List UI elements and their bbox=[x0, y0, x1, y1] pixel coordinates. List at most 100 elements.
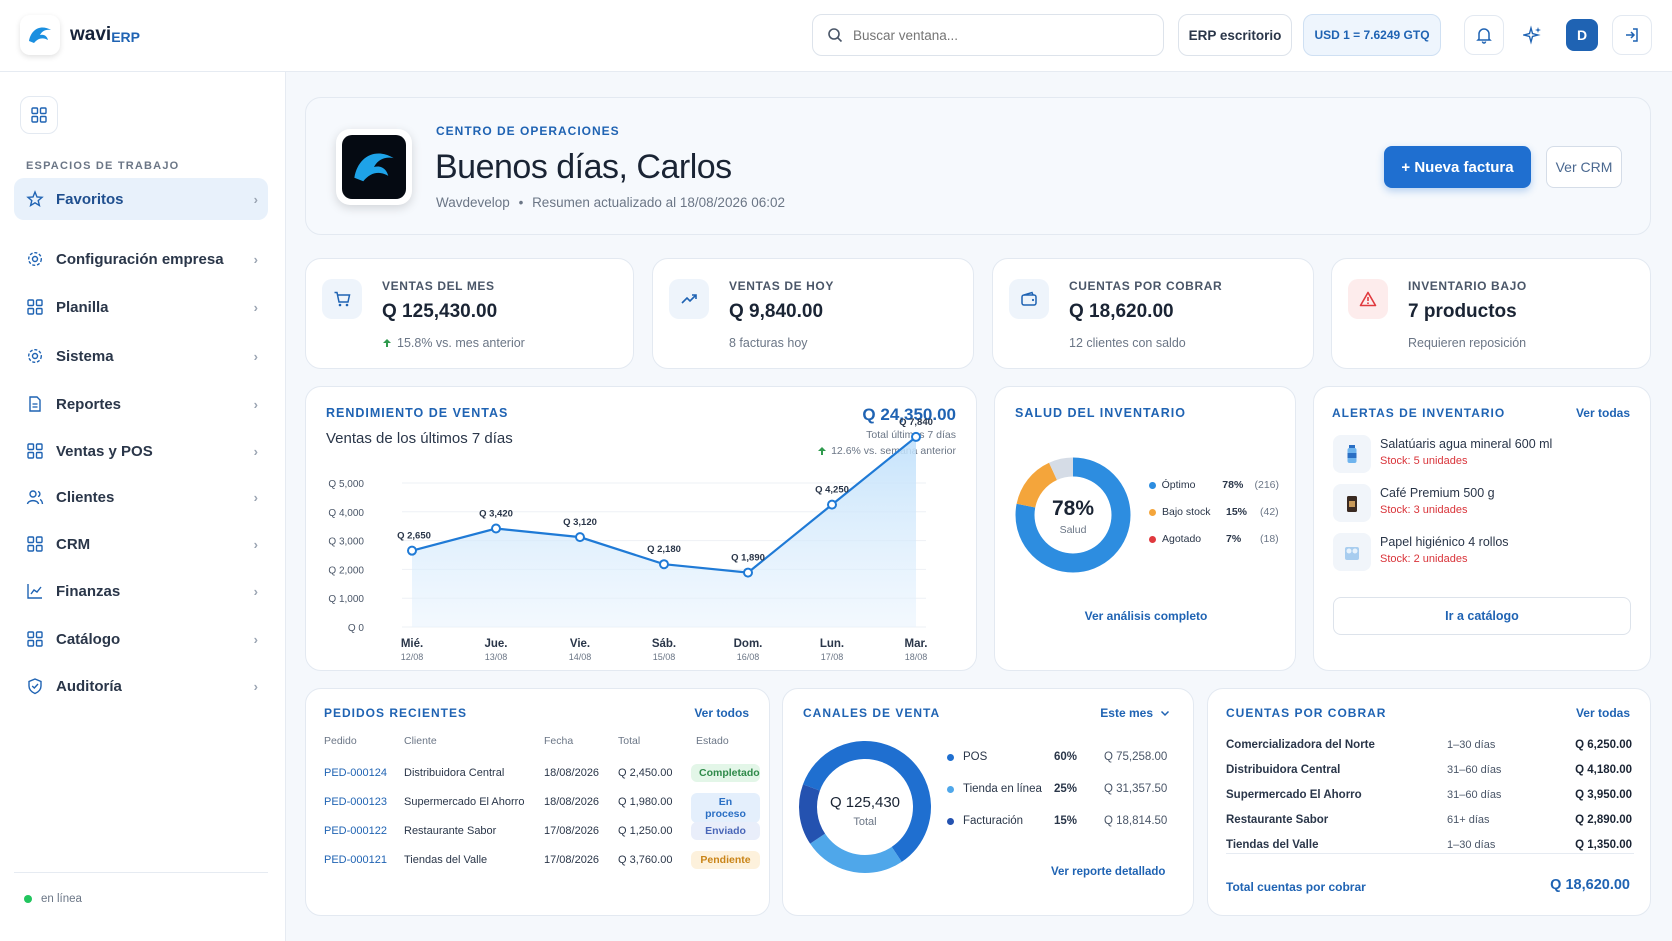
table-row[interactable]: PED-000123 Supermercado El Ahorro 18/08/20… bbox=[306, 793, 771, 823]
table-row[interactable]: PED-000121 Tiendas del Valle 17/08/2026 Q 3… bbox=[306, 851, 771, 873]
sidebar-item-4[interactable]: Sistema › bbox=[14, 335, 268, 377]
bell-icon bbox=[1476, 28, 1492, 44]
sidebar-item-3[interactable]: Planilla › bbox=[14, 286, 268, 328]
go-to-catalog-button[interactable]: Ir a catálogo bbox=[1333, 597, 1631, 635]
channel-label: Tienda en línea bbox=[963, 783, 1042, 795]
search-input[interactable] bbox=[853, 27, 1143, 43]
table-row[interactable]: PED-000124 Distribuidora Central 18/08/202… bbox=[306, 764, 771, 786]
arrow-up-icon bbox=[382, 338, 392, 348]
sidebar-item-label: Planilla bbox=[56, 298, 109, 316]
legend-dot bbox=[947, 785, 954, 793]
workspace-grid-button[interactable] bbox=[20, 96, 58, 134]
sidebar-item-8[interactable]: CRM › bbox=[14, 523, 268, 565]
order-id[interactable]: PED-000124 bbox=[324, 767, 387, 779]
sidebar-item-10[interactable]: Catálogo › bbox=[14, 618, 268, 660]
sidebar-item-11[interactable]: Auditoría › bbox=[14, 665, 268, 707]
y-tick-label: Q 2,000 bbox=[328, 565, 364, 576]
inventory-alert-item[interactable]: Salatúaris agua mineral 600 ml Stock: 5 u… bbox=[1333, 435, 1633, 475]
y-tick-label: Q 3,000 bbox=[328, 537, 364, 548]
receivable-client: Distribuidora Central bbox=[1226, 764, 1341, 776]
erp-desktop-button[interactable]: ERP escritorio bbox=[1178, 14, 1292, 56]
kpi-sub: 15.8% vs. mes anterior bbox=[382, 336, 525, 350]
order-date: 17/08/2026 bbox=[544, 825, 600, 837]
receivable-row[interactable]: Comercializadora del Norte 1–30 días Q 6,2… bbox=[1208, 737, 1652, 757]
sales-area bbox=[412, 436, 916, 627]
receivable-amount: Q 2,890.00 bbox=[1575, 814, 1632, 826]
order-total: Q 3,760.00 bbox=[618, 854, 673, 866]
status-badge: Completado bbox=[691, 764, 760, 782]
inventory-alert-item[interactable]: Café Premium 500 g Stock: 3 unidades bbox=[1333, 484, 1633, 524]
channels-title: CANALES DE VENTA bbox=[803, 706, 941, 720]
product-thumb-icon bbox=[1333, 484, 1371, 522]
arrow-up-icon bbox=[818, 447, 827, 455]
chart-trend: 12.6% vs. semana anterior bbox=[817, 445, 956, 457]
ai-assistant-button[interactable] bbox=[1513, 15, 1553, 55]
inventory-alert-item[interactable]: Papel higiénico 4 rollos Stock: 2 unidade… bbox=[1333, 533, 1633, 573]
notifications-button[interactable] bbox=[1464, 15, 1504, 55]
app-logo[interactable]: wavi ERP bbox=[20, 15, 140, 55]
logout-icon bbox=[1626, 28, 1638, 42]
receivable-row[interactable]: Tiendas del Valle 1–30 días Q 1,350.00 bbox=[1208, 837, 1652, 857]
full-analysis-link[interactable]: Ver análisis completo bbox=[1084, 609, 1208, 623]
y-tick-label: Q 1,000 bbox=[328, 594, 364, 605]
legend-label: Bajo stock bbox=[1162, 506, 1211, 518]
alerts-view-all-link[interactable]: Ver todas bbox=[1575, 406, 1630, 420]
order-id[interactable]: PED-000121 bbox=[324, 854, 387, 866]
receivable-row[interactable]: Restaurante Sabor 61+ días Q 2,890.00 bbox=[1208, 812, 1652, 832]
document-icon bbox=[26, 395, 44, 413]
sidebar-item-label: Clientes bbox=[56, 488, 115, 506]
sidebar-item-1[interactable]: Favoritos › bbox=[14, 178, 268, 220]
view-crm-button[interactable]: Ver CRM bbox=[1546, 146, 1622, 188]
table-row[interactable]: PED-000122 Restaurante Sabor 17/08/2026 Q 1… bbox=[306, 822, 771, 844]
order-client: Distribuidora Central bbox=[404, 767, 505, 779]
channel-pct: 60% bbox=[1054, 751, 1078, 763]
order-total: Q 1,980.00 bbox=[618, 796, 673, 808]
order-id[interactable]: PED-000123 bbox=[324, 796, 387, 808]
orders-view-all-link[interactable]: Ver todos bbox=[694, 706, 749, 720]
sidebar-item-9[interactable]: Finanzas › bbox=[14, 570, 268, 612]
company-name: Wavdevelop bbox=[436, 195, 510, 210]
channel-label: POS bbox=[963, 751, 988, 763]
channels-center-label: Total bbox=[853, 816, 877, 828]
sales-point bbox=[575, 532, 585, 543]
receivable-row[interactable]: Supermercado El Ahorro 31–60 días Q 3,950.… bbox=[1208, 787, 1652, 807]
sidebar-item-7[interactable]: Clientes › bbox=[14, 476, 268, 518]
sidebar-item-6[interactable]: Ventas y POS › bbox=[14, 430, 268, 472]
search-box[interactable] bbox=[812, 14, 1164, 56]
channels-period-select[interactable]: Este mes bbox=[1100, 706, 1171, 720]
orders-column-header: Total bbox=[618, 735, 641, 747]
health-legend-item: Óptimo 78% (216) bbox=[1149, 479, 1279, 491]
kpi-card-2: VENTAS DE HOY Q 9,840.00 8 facturas hoy bbox=[652, 258, 974, 369]
app-name: wavi bbox=[70, 24, 112, 45]
sales-point bbox=[911, 431, 921, 442]
receivable-range: 31–60 días bbox=[1447, 789, 1502, 801]
channels-period-value: Este mes bbox=[1100, 706, 1153, 720]
new-invoice-button[interactable]: + Nueva factura bbox=[1384, 146, 1531, 188]
value-label: Q 3,120 bbox=[563, 517, 597, 528]
x-tick-label: Vie. bbox=[570, 638, 590, 650]
channel-pct: 15% bbox=[1054, 815, 1078, 827]
sales-point bbox=[491, 523, 501, 534]
x-tick-label: Mar. bbox=[904, 638, 927, 650]
health-center-label: Salud bbox=[1059, 524, 1087, 536]
kpi-sub: Requieren reposición bbox=[1408, 336, 1526, 350]
sidebar-item-2[interactable]: Configuración empresa › bbox=[14, 238, 268, 280]
logout-button[interactable] bbox=[1612, 15, 1652, 55]
detailed-report-link[interactable]: Ver reporte detallado bbox=[1051, 866, 1166, 878]
sidebar-item-label: Favoritos bbox=[56, 190, 124, 208]
sidebar-item-label: Finanzas bbox=[56, 582, 121, 600]
cart-icon bbox=[322, 279, 362, 319]
receivable-row[interactable]: Distribuidora Central 31–60 días Q 4,180.0… bbox=[1208, 762, 1652, 782]
chevron-right-icon: › bbox=[253, 536, 258, 552]
receivables-view-all-link[interactable]: Ver todas bbox=[1575, 706, 1630, 720]
order-client: Tiendas del Valle bbox=[404, 854, 488, 866]
kpi-sub-text: Requieren reposición bbox=[1408, 336, 1527, 350]
order-id[interactable]: PED-000122 bbox=[324, 825, 387, 837]
user-avatar[interactable]: D bbox=[1566, 19, 1598, 51]
value-label: Q 1,890 bbox=[731, 553, 765, 564]
kpi-sub-text: 8 facturas hoy bbox=[729, 336, 808, 350]
sidebar-divider bbox=[14, 872, 268, 873]
chevron-down-icon bbox=[1160, 710, 1170, 717]
sidebar-item-5[interactable]: Reportes › bbox=[14, 383, 268, 425]
chart-line-icon bbox=[26, 582, 44, 600]
